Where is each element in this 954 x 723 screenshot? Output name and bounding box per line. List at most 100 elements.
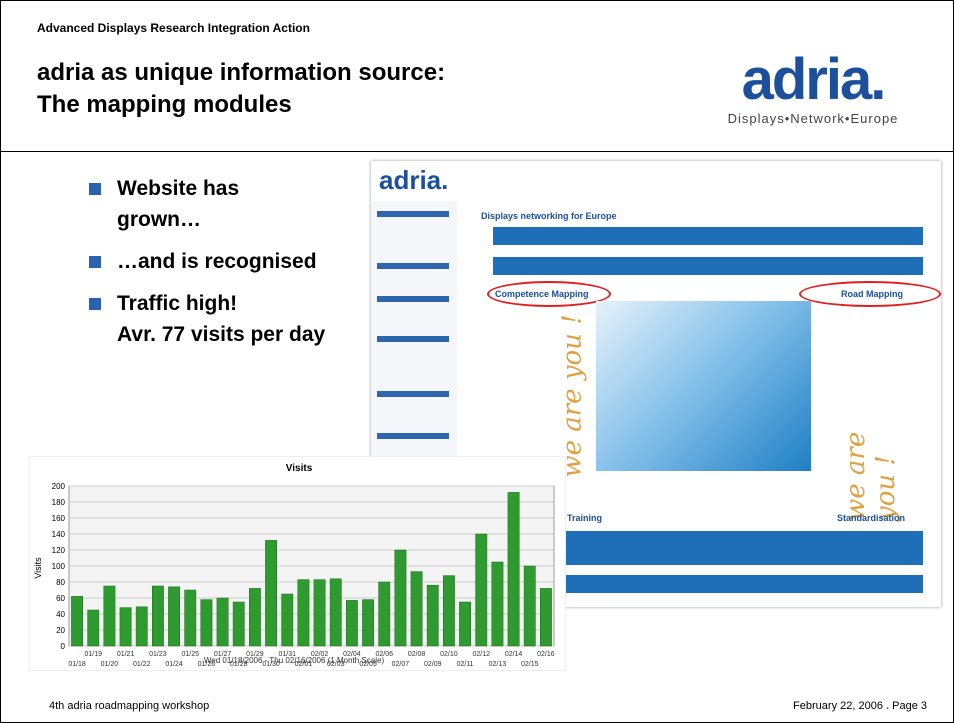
- x-tick-label: 02/05: [359, 661, 377, 668]
- bar: [492, 562, 503, 646]
- x-tick-label: 02/16: [537, 651, 555, 658]
- footer-right: February 22, 2006 . Page 3: [793, 700, 927, 712]
- bar: [443, 576, 454, 646]
- site-link: Standardisation: [837, 513, 905, 523]
- highlight-ellipse: [487, 281, 611, 307]
- y-tick-label: 80: [56, 578, 65, 587]
- x-tick-label: 02/10: [440, 651, 458, 658]
- decoration: we are you !: [558, 314, 588, 477]
- x-tick-label: 01/27: [214, 651, 232, 658]
- x-tick-label: 02/03: [327, 661, 345, 668]
- menu-tab: [377, 296, 449, 302]
- bullet-line: …and is recognised: [117, 246, 325, 277]
- bar: [427, 585, 438, 646]
- title-line: The mapping modules: [37, 89, 445, 121]
- logo-name: adria.: [689, 49, 937, 111]
- bar: [88, 610, 99, 646]
- chart-title: Visits: [286, 463, 313, 474]
- bar: [104, 586, 115, 646]
- slide: Advanced Displays Research Integration A…: [0, 0, 954, 723]
- logo-tagline: Displays•Network•Europe: [689, 111, 937, 126]
- y-tick-label: 0: [61, 642, 66, 651]
- bar: [217, 598, 228, 646]
- bar: [282, 594, 293, 646]
- slide-title: adria as unique information source: The …: [37, 57, 445, 121]
- bullet-line: grown…: [117, 204, 325, 235]
- x-tick-label: 02/09: [424, 661, 442, 668]
- x-tick-label: 01/31: [278, 651, 296, 658]
- bar: [314, 580, 325, 646]
- bar: [411, 572, 422, 646]
- bullet-line: Traffic high!: [117, 288, 325, 319]
- site-heading: Displays networking for Europe: [481, 211, 617, 221]
- footer-date: February 22, 2006: [793, 700, 883, 712]
- bar: [233, 602, 244, 646]
- x-tick-label: 02/07: [392, 661, 410, 668]
- y-tick-label: 140: [52, 530, 66, 539]
- menu-tab: [377, 336, 449, 342]
- x-tick-label: 01/30: [262, 661, 280, 668]
- x-tick-label: 02/04: [343, 651, 361, 658]
- y-tick-label: 100: [52, 562, 66, 571]
- x-tick-label: 02/14: [505, 651, 523, 658]
- bar: [346, 600, 357, 646]
- x-tick-label: 02/12: [472, 651, 490, 658]
- x-tick-label: 02/13: [489, 661, 507, 668]
- bar: [120, 608, 131, 646]
- x-tick-label: 01/23: [149, 651, 167, 658]
- menu-tab: [377, 391, 449, 397]
- x-tick-label: 01/26: [198, 661, 216, 668]
- y-tick-label: 60: [56, 594, 65, 603]
- title-line: adria as unique information source:: [37, 57, 445, 89]
- site-link: Training: [567, 513, 602, 523]
- x-tick-label: 01/21: [117, 651, 135, 658]
- x-tick-label: 01/20: [101, 661, 119, 668]
- bullet: Traffic high!Avr. 77 visits per day: [85, 288, 325, 350]
- bar: [508, 492, 519, 646]
- org-name: Advanced Displays Research Integration A…: [37, 21, 310, 35]
- y-axis-label: Visits: [33, 557, 43, 579]
- bar: [540, 588, 551, 646]
- x-tick-label: 02/02: [311, 651, 329, 658]
- x-tick-label: 01/25: [181, 651, 199, 658]
- bullet: …and is recognised: [85, 246, 325, 277]
- footer-page: Page 3: [892, 700, 927, 712]
- site-banner: [493, 257, 923, 275]
- bar: [395, 550, 406, 646]
- menu-tab: [377, 263, 449, 269]
- y-tick-label: 40: [56, 610, 65, 619]
- bar: [168, 587, 179, 646]
- menu-tab: [377, 433, 449, 439]
- logo: adria. Displays•Network•Europe: [689, 49, 937, 126]
- bar: [362, 600, 373, 646]
- y-tick-label: 120: [52, 546, 66, 555]
- bullet-line: Avr. 77 visits per day: [117, 319, 325, 350]
- x-tick-label: 02/15: [521, 661, 539, 668]
- site-banner: [493, 227, 923, 245]
- y-tick-label: 200: [52, 482, 66, 491]
- y-tick-label: 180: [52, 498, 66, 507]
- site-image: [596, 301, 811, 471]
- bar: [249, 588, 260, 646]
- bar: [71, 596, 82, 646]
- x-tick-label: 02/01: [295, 661, 313, 668]
- bullet-line: Website has: [117, 173, 325, 204]
- footer-left: 4th adria roadmapping workshop: [49, 700, 209, 712]
- bar: [265, 540, 276, 646]
- y-tick-label: 20: [56, 626, 65, 635]
- x-tick-label: 02/06: [375, 651, 393, 658]
- bar: [152, 586, 163, 646]
- bar: [379, 582, 390, 646]
- divider: [1, 151, 953, 152]
- x-tick-label: 01/22: [133, 661, 151, 668]
- bar: [298, 580, 309, 646]
- bar: [330, 579, 341, 646]
- decoration: we are you !: [841, 381, 901, 521]
- bar: [185, 590, 196, 646]
- x-tick-label: 01/29: [246, 651, 264, 658]
- highlight-ellipse: [799, 281, 941, 307]
- bar: [136, 607, 147, 646]
- y-tick-label: 160: [52, 514, 66, 523]
